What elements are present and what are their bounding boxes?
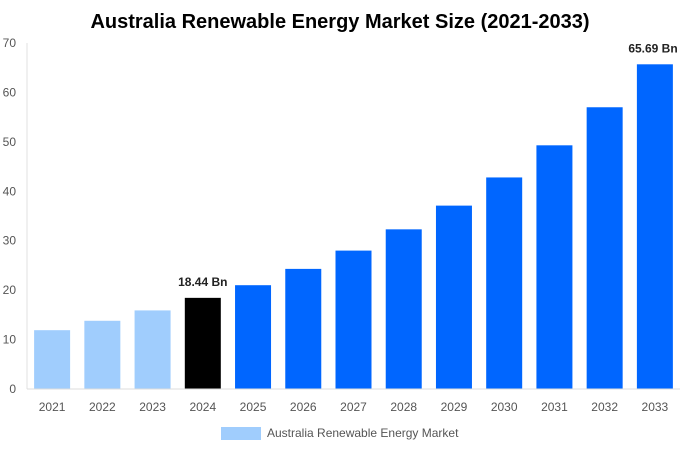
bar-2033[interactable] bbox=[636, 64, 673, 389]
x-tick-label: 2033 bbox=[642, 400, 669, 414]
data-label: 18.44 Bn bbox=[178, 275, 227, 289]
bar-2028[interactable] bbox=[385, 229, 422, 389]
bar-2024[interactable] bbox=[184, 297, 221, 389]
x-tick-label: 2021 bbox=[39, 400, 66, 414]
y-tick-label: 0 bbox=[9, 382, 16, 396]
y-tick-label: 70 bbox=[3, 36, 17, 50]
bar-2027[interactable] bbox=[335, 250, 372, 389]
bar-2021[interactable] bbox=[34, 330, 71, 389]
data-label: 65.69 Bn bbox=[628, 41, 677, 55]
x-tick-label: 2027 bbox=[340, 400, 367, 414]
x-tick-label: 2029 bbox=[441, 400, 468, 414]
bar-2025[interactable] bbox=[235, 285, 272, 389]
bar-2029[interactable] bbox=[435, 205, 472, 389]
y-tick-label: 60 bbox=[3, 85, 17, 99]
chart-title: Australia Renewable Energy Market Size (… bbox=[90, 11, 589, 33]
x-tick-label: 2030 bbox=[491, 400, 518, 414]
legend-swatch[interactable] bbox=[221, 427, 261, 440]
x-tick-label: 2024 bbox=[189, 400, 216, 414]
bar-2026[interactable] bbox=[285, 268, 322, 389]
y-tick-label: 10 bbox=[3, 333, 17, 347]
bar-2023[interactable] bbox=[134, 310, 171, 389]
x-tick-label: 2026 bbox=[290, 400, 317, 414]
bar-2022[interactable] bbox=[84, 320, 121, 389]
y-tick-label: 20 bbox=[3, 283, 17, 297]
x-tick-label: 2032 bbox=[591, 400, 618, 414]
bar-2032[interactable] bbox=[586, 107, 623, 389]
y-tick-label: 40 bbox=[3, 184, 17, 198]
legend-label[interactable]: Australia Renewable Energy Market bbox=[267, 426, 459, 440]
x-tick-label: 2023 bbox=[139, 400, 166, 414]
y-tick-label: 50 bbox=[3, 135, 17, 149]
x-tick-label: 2028 bbox=[390, 400, 417, 414]
x-tick-label: 2022 bbox=[89, 400, 116, 414]
x-tick-label: 2031 bbox=[541, 400, 568, 414]
y-tick-label: 30 bbox=[3, 234, 17, 248]
x-tick-label: 2025 bbox=[240, 400, 267, 414]
bar-2031[interactable] bbox=[536, 145, 573, 389]
bar-2030[interactable] bbox=[486, 177, 523, 389]
